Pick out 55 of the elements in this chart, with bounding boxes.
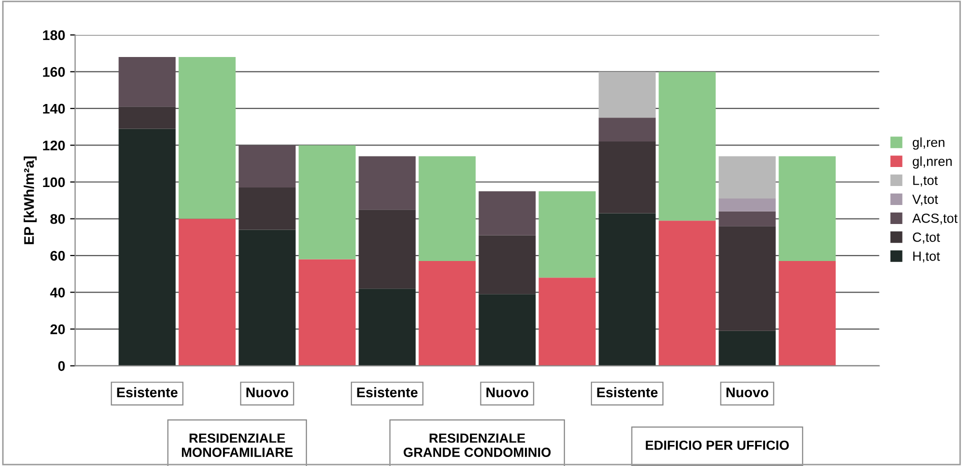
bar (238, 230, 296, 366)
y-tick-label: 0 (58, 361, 65, 371)
y-tick-label: 180 (43, 30, 65, 40)
text: RESIDENZIALE GRANDE CONDOMINIO (404, 433, 551, 458)
bar (598, 118, 656, 142)
bar (718, 156, 776, 199)
bar (238, 188, 296, 230)
bar (598, 142, 656, 214)
x-tick-label: Nuovo (246, 388, 288, 398)
y-tick-label: 160 (43, 67, 65, 77)
bar (358, 210, 416, 289)
bar (358, 288, 416, 366)
text: RESIDENZIALE MONOFAMILIARE (182, 433, 293, 458)
bar (718, 330, 776, 366)
bar (658, 220, 716, 366)
bar (118, 106, 176, 129)
bar (178, 57, 236, 219)
bar (658, 72, 716, 221)
legend-label: H,tot (913, 252, 940, 262)
y-tick-label: 40 (50, 288, 65, 298)
legend-label: V,tot (912, 194, 938, 206)
bar (718, 226, 776, 331)
y-axis-title: EP [kWh/m²a] (24, 156, 37, 244)
bar (718, 198, 776, 212)
bar (478, 235, 536, 294)
y-tick-label: 100 (43, 177, 65, 188)
legend-label: L,tot (913, 176, 938, 187)
bar (298, 145, 356, 260)
bar (778, 261, 836, 366)
x-tick-label: Nuovo (726, 388, 768, 398)
y-tick-label: 140 (43, 104, 65, 114)
bar (478, 294, 536, 366)
bar (118, 128, 176, 366)
bar (598, 72, 656, 118)
x-tick-label: Esistente (597, 387, 658, 398)
bar (538, 278, 596, 366)
bar (598, 213, 656, 366)
x-tick-label: Nuovo (486, 388, 528, 398)
bar (778, 156, 836, 262)
legend-label: C,tot (912, 232, 940, 244)
legend-label: gl,ren (912, 137, 944, 150)
bar (538, 191, 596, 278)
y-tick-label: 120 (43, 140, 65, 150)
x-tick-label: Esistente (357, 387, 418, 398)
bar (418, 156, 476, 262)
y-tick-label: 20 (50, 324, 65, 334)
y-tick-label: 80 (50, 214, 65, 224)
bar (418, 261, 476, 366)
legend-label: ACS,tot (912, 214, 958, 224)
text: EDIFICIO PER UFFICIO (646, 440, 789, 450)
bar (298, 259, 356, 366)
y-tick-label: 60 (50, 250, 65, 261)
legend-label: gl,nren (912, 156, 952, 169)
x-tick-label: Esistente (117, 387, 178, 398)
bar (178, 218, 236, 366)
